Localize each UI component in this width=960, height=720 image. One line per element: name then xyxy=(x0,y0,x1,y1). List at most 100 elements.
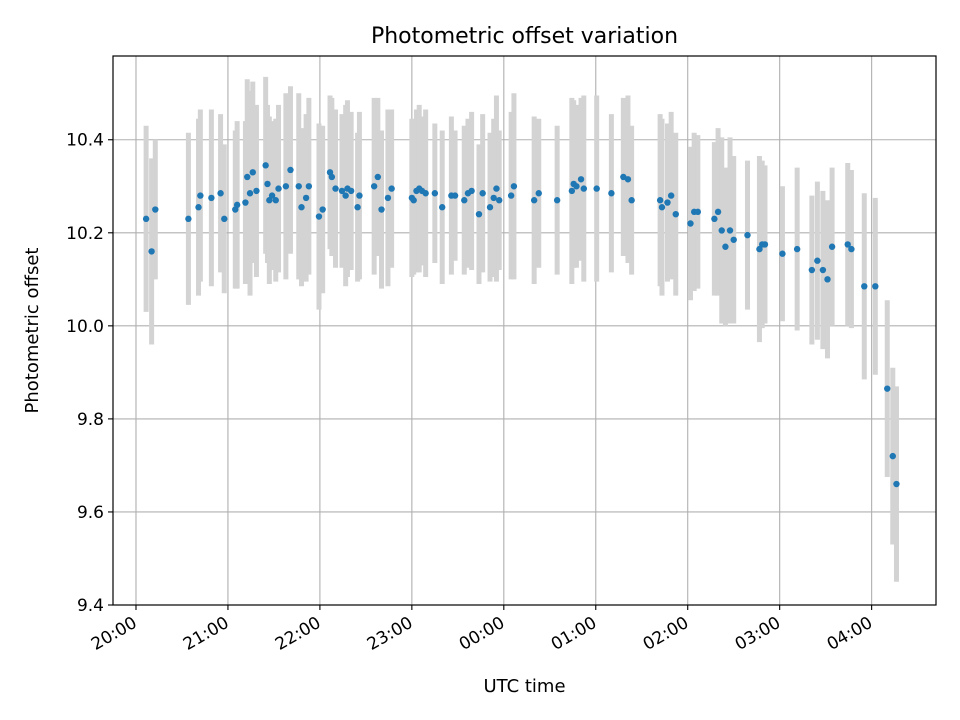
data-point xyxy=(656,197,664,204)
data-point xyxy=(272,197,279,204)
data-point xyxy=(468,187,475,195)
data-point xyxy=(694,208,702,216)
data-point xyxy=(302,194,310,202)
x-tick-label: 04:00 xyxy=(824,613,876,655)
data-point xyxy=(624,176,632,183)
data-point xyxy=(370,183,378,190)
data-point xyxy=(253,187,260,195)
data-point xyxy=(577,176,585,183)
data-point xyxy=(628,197,635,204)
data-point xyxy=(861,283,868,290)
data-point xyxy=(510,183,518,190)
data-point xyxy=(431,190,439,197)
y-tick-label: 9.8 xyxy=(77,410,104,430)
data-point xyxy=(658,204,666,211)
data-point xyxy=(388,185,395,192)
data-point xyxy=(756,245,763,253)
x-tick-label: 22:00 xyxy=(272,613,324,655)
data-point xyxy=(573,183,580,190)
data-point xyxy=(808,266,816,274)
data-point xyxy=(282,183,290,190)
data-point xyxy=(197,192,204,199)
data-point xyxy=(338,187,346,195)
data-point xyxy=(672,210,679,218)
data-point xyxy=(142,215,150,223)
data-point xyxy=(535,190,542,197)
data-point xyxy=(779,250,786,257)
x-tick-label: 00:00 xyxy=(456,613,508,655)
data-point xyxy=(328,173,336,181)
data-point xyxy=(298,204,305,211)
y-tick-label: 9.4 xyxy=(77,596,104,616)
data-point xyxy=(884,385,891,392)
x-tick-label: 20:00 xyxy=(88,613,140,655)
data-point xyxy=(496,197,503,204)
data-point xyxy=(819,266,827,274)
data-point xyxy=(221,215,228,223)
data-point xyxy=(824,276,831,283)
data-point xyxy=(828,243,836,250)
data-point xyxy=(315,213,323,220)
data-point xyxy=(507,192,515,199)
data-point xyxy=(148,248,155,255)
y-tick-label: 10.0 xyxy=(66,317,104,337)
data-point xyxy=(493,185,500,192)
data-point xyxy=(761,241,769,248)
data-point xyxy=(295,183,302,190)
data-point xyxy=(217,190,224,197)
data-point xyxy=(305,183,313,190)
data-point xyxy=(275,185,282,192)
x-tick-label: 23:00 xyxy=(364,613,416,655)
data-point xyxy=(844,241,851,248)
data-point xyxy=(593,185,600,192)
data-point xyxy=(687,220,694,227)
data-point xyxy=(356,192,363,199)
data-point xyxy=(722,243,729,250)
data-point xyxy=(490,194,497,202)
data-point xyxy=(342,192,349,199)
data-point xyxy=(714,208,722,216)
data-point xyxy=(608,190,615,197)
data-point xyxy=(332,185,339,192)
error-bars xyxy=(143,76,899,582)
data-point xyxy=(249,169,256,176)
data-point xyxy=(354,204,361,211)
data-point xyxy=(479,190,486,197)
data-point xyxy=(242,199,249,206)
data-point xyxy=(439,204,446,211)
data-points xyxy=(142,162,900,488)
y-axis-label: Photometric offset xyxy=(22,248,43,414)
data-point xyxy=(244,173,251,181)
data-point xyxy=(580,185,588,192)
data-point xyxy=(893,480,900,488)
data-point xyxy=(233,201,241,209)
x-tick-label: 02:00 xyxy=(640,613,692,655)
x-tick-label: 03:00 xyxy=(732,613,784,655)
data-point xyxy=(422,190,429,197)
data-point xyxy=(266,197,273,204)
x-axis-label: UTC time xyxy=(483,676,565,697)
data-point xyxy=(347,187,355,195)
data-point xyxy=(378,206,385,213)
data-point xyxy=(872,283,879,290)
data-point xyxy=(475,210,483,218)
data-point xyxy=(814,257,821,264)
data-point xyxy=(461,197,468,204)
data-point xyxy=(744,231,751,239)
plot-frame xyxy=(112,55,937,606)
data-point xyxy=(726,227,734,234)
x-tick-label: 01:00 xyxy=(548,613,600,655)
y-axis-ticks: 9.4 9.6 9.8 10.0 10.2 10.4 xyxy=(66,131,113,616)
data-point xyxy=(287,166,294,174)
x-tick-label: 21:00 xyxy=(180,613,232,655)
y-tick-label: 10.4 xyxy=(66,131,104,151)
y-tick-label: 10.2 xyxy=(66,224,104,244)
data-point xyxy=(530,197,538,204)
data-point xyxy=(268,192,276,199)
data-point xyxy=(730,236,737,243)
data-point xyxy=(451,192,459,199)
data-point xyxy=(848,245,855,253)
chart-title: Photometric offset variation xyxy=(371,24,678,49)
data-point xyxy=(667,192,675,199)
